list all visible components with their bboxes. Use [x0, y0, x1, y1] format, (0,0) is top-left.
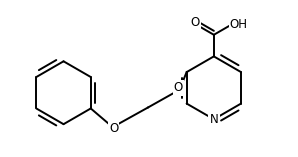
Text: O: O — [174, 81, 183, 94]
Text: O: O — [109, 122, 118, 135]
Text: OH: OH — [230, 19, 248, 31]
Text: O: O — [190, 16, 199, 30]
Text: N: N — [209, 113, 218, 126]
